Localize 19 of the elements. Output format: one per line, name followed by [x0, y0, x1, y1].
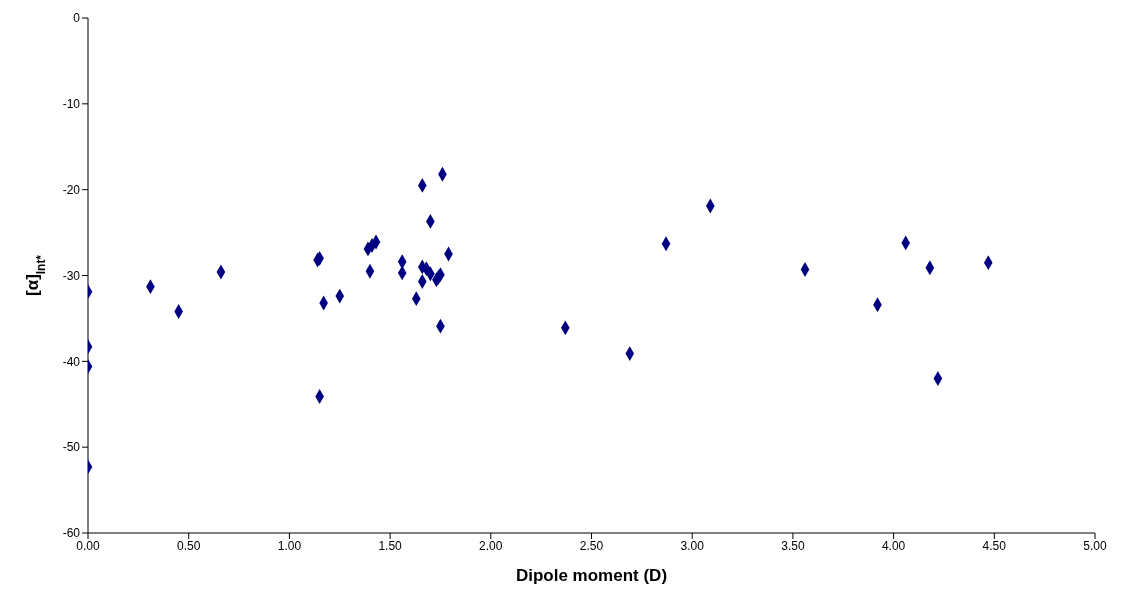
y-tick-label: -10	[62, 97, 81, 112]
y-tick-label: -50	[62, 440, 81, 455]
x-tick-label: 3.00	[680, 538, 705, 553]
x-axis-title: Dipole moment (D)	[515, 566, 668, 585]
x-tick-label: 0.50	[177, 538, 201, 553]
x-tick-label: 1.00	[277, 538, 302, 553]
y-tick-label: -20	[62, 182, 81, 197]
y-tick-label: -60	[62, 526, 81, 541]
x-tick-label: 4.00	[881, 538, 906, 553]
x-tick-label: 2.50	[579, 538, 604, 553]
x-tick-label: 2.00	[479, 538, 503, 553]
x-tick-label: 0.00	[76, 538, 100, 553]
x-tick-label: 1.50	[378, 538, 403, 553]
y-tick-label: -40	[62, 354, 81, 369]
y-tick-label: 0	[73, 11, 81, 26]
x-tick-label: 3.50	[781, 538, 805, 553]
y-tick-label: -30	[62, 268, 81, 283]
x-tick-label: 4.50	[982, 538, 1007, 553]
x-tick-label: 5.00	[1083, 538, 1107, 553]
